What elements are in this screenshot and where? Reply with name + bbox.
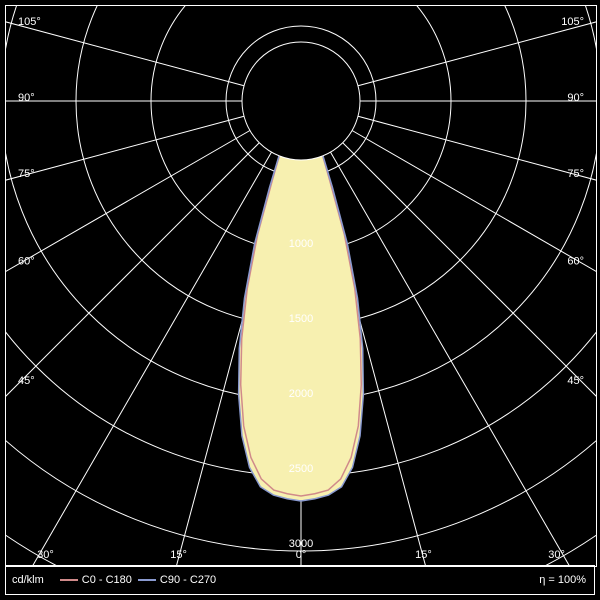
legend-label-1: C90 - C270 bbox=[160, 574, 216, 586]
svg-text:60°: 60° bbox=[567, 255, 584, 267]
svg-text:90°: 90° bbox=[18, 92, 35, 104]
polar-svg: 10001500200025003000105°90°75°60°45°30°1… bbox=[6, 6, 596, 566]
svg-text:75°: 75° bbox=[18, 168, 35, 180]
svg-text:45°: 45° bbox=[18, 375, 35, 387]
legend-item-0: C0 - C180 bbox=[60, 574, 132, 586]
svg-text:90°: 90° bbox=[567, 92, 584, 104]
svg-text:60°: 60° bbox=[18, 255, 35, 267]
svg-text:30°: 30° bbox=[37, 549, 54, 561]
polar-diagram-container: 10001500200025003000105°90°75°60°45°30°1… bbox=[0, 0, 600, 600]
legend-unit: cd/klm bbox=[12, 574, 44, 586]
svg-text:75°: 75° bbox=[567, 168, 584, 180]
legend-left: cd/klm C0 - C180 C90 - C270 bbox=[6, 574, 539, 586]
svg-text:2500: 2500 bbox=[289, 463, 313, 475]
svg-text:15°: 15° bbox=[170, 549, 187, 561]
legend-swatch-0 bbox=[60, 579, 78, 581]
svg-text:45°: 45° bbox=[567, 375, 584, 387]
svg-text:1000: 1000 bbox=[289, 238, 313, 250]
legend-efficiency: η = 100% bbox=[539, 574, 594, 586]
chart-area: 10001500200025003000105°90°75°60°45°30°1… bbox=[5, 5, 597, 567]
legend-item-1: C90 - C270 bbox=[138, 574, 216, 586]
svg-text:30°: 30° bbox=[548, 549, 565, 561]
legend-label-0: C0 - C180 bbox=[82, 574, 132, 586]
svg-text:2000: 2000 bbox=[289, 388, 313, 400]
legend-area: cd/klm C0 - C180 C90 - C270 η = 100% bbox=[5, 565, 595, 595]
svg-text:105°: 105° bbox=[18, 16, 41, 28]
svg-text:105°: 105° bbox=[561, 16, 584, 28]
legend-swatch-1 bbox=[138, 579, 156, 581]
svg-text:1500: 1500 bbox=[289, 313, 313, 325]
svg-text:15°: 15° bbox=[415, 549, 432, 561]
svg-text:0°: 0° bbox=[296, 549, 307, 561]
